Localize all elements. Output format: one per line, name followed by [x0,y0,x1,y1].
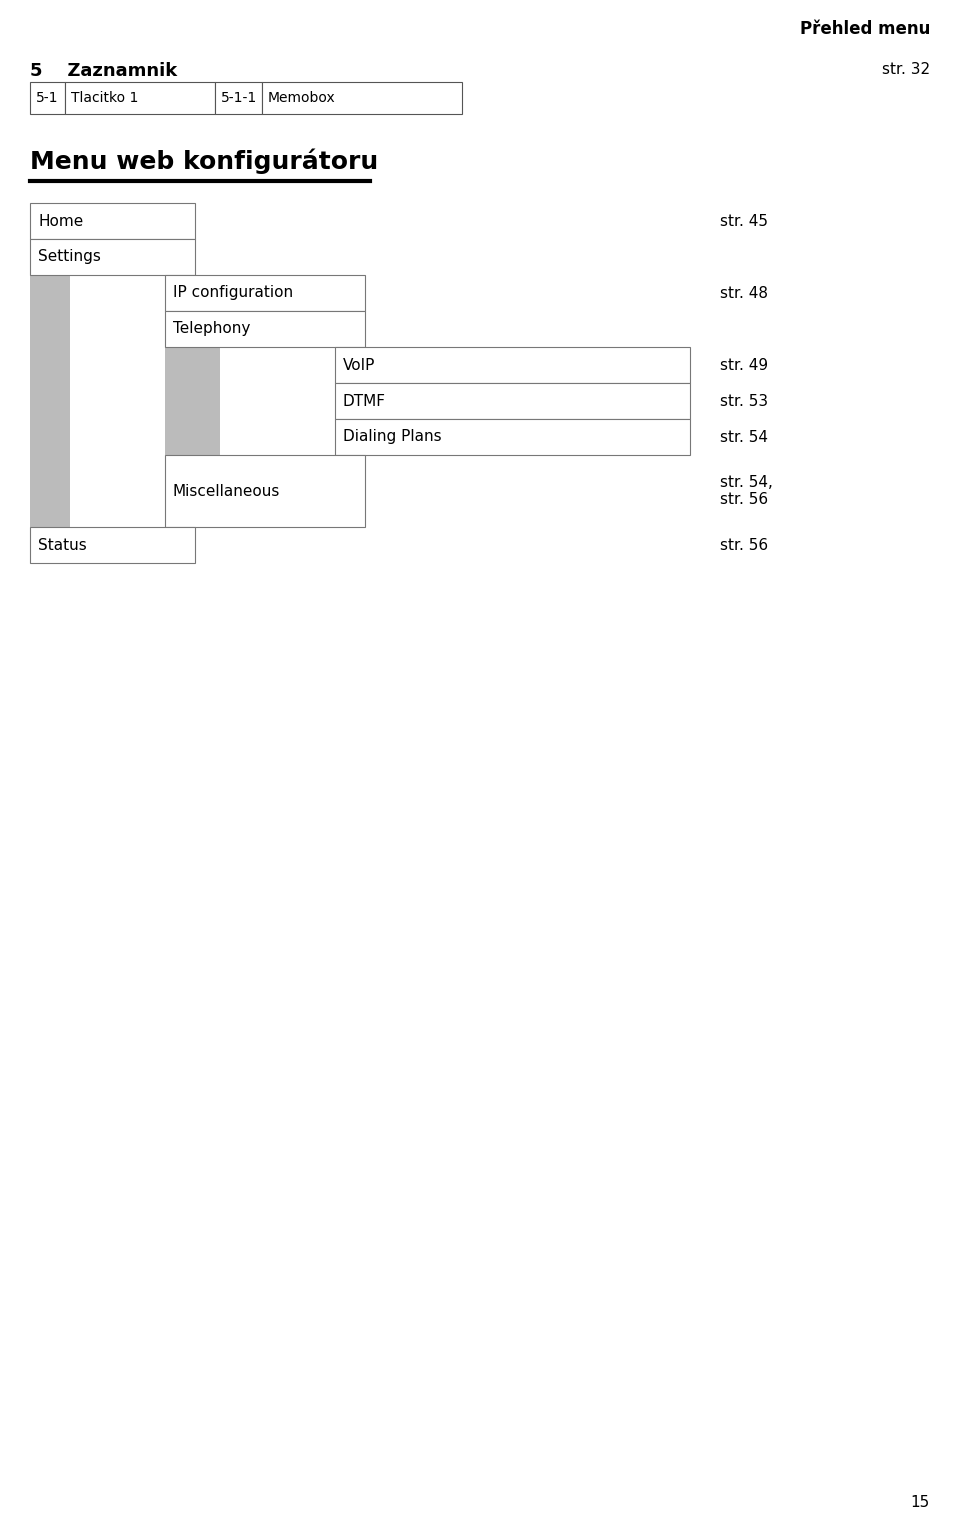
Bar [165,275,365,311]
Bar [30,528,195,563]
Text: str. 54,
str. 56: str. 54, str. 56 [720,476,773,508]
Text: Dialing Plans: Dialing Plans [343,430,442,445]
Text: DTMF: DTMF [343,394,386,408]
Text: Status: Status [38,537,86,552]
Bar [335,347,690,384]
Text: 5-1-1: 5-1-1 [221,91,257,104]
Bar [30,81,65,114]
Text: Přehled menu: Přehled menu [800,20,930,38]
Bar [30,202,195,239]
Bar [165,347,220,456]
Bar [65,81,215,114]
Text: Tlacitko 1: Tlacitko 1 [71,91,138,104]
Text: 5    Zaznamnik: 5 Zaznamnik [30,61,178,80]
Bar [335,419,690,456]
Text: 15: 15 [911,1496,930,1509]
Text: str. 32: str. 32 [882,61,930,77]
Text: Miscellaneous: Miscellaneous [173,483,280,499]
Text: Settings: Settings [38,250,101,264]
Text: Home: Home [38,213,84,229]
Text: IP configuration: IP configuration [173,285,293,301]
Text: Menu web konfigurátoru: Menu web konfigurátoru [30,147,378,173]
Text: str. 48: str. 48 [720,285,768,301]
Bar [30,239,195,275]
Text: 5-1: 5-1 [36,91,59,104]
Bar [215,81,262,114]
Text: str. 49: str. 49 [720,357,768,373]
Text: str. 56: str. 56 [720,537,768,552]
Text: str. 54: str. 54 [720,430,768,445]
Bar [30,275,70,528]
Text: Memobox: Memobox [268,91,336,104]
Bar [165,456,365,528]
Text: VoIP: VoIP [343,357,375,373]
Bar [335,384,690,419]
Bar [262,81,462,114]
Text: str. 45: str. 45 [720,213,768,229]
Bar [165,311,365,347]
Text: Telephony: Telephony [173,322,251,336]
Text: str. 53: str. 53 [720,394,768,408]
